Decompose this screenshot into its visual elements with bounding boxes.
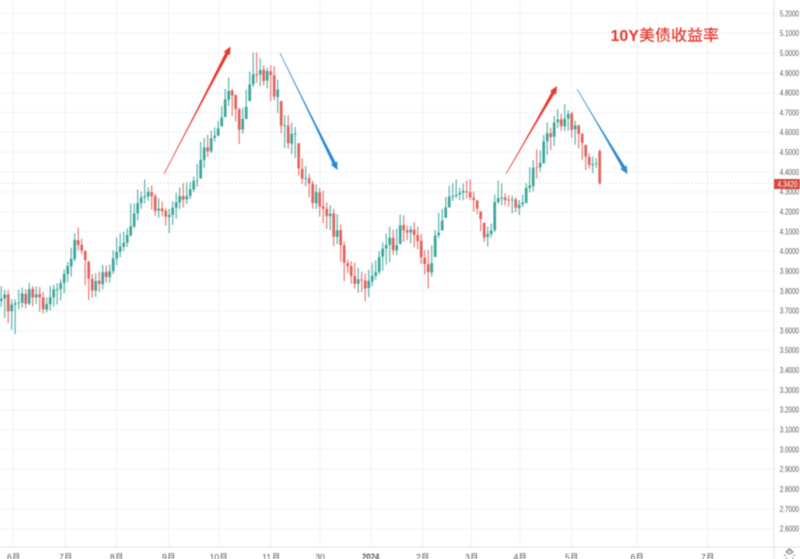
svg-text:3.2000: 3.2000 — [780, 405, 800, 415]
svg-text:2.9000: 2.9000 — [780, 464, 800, 474]
svg-text:2.8000: 2.8000 — [780, 484, 800, 494]
svg-text:3.4000: 3.4000 — [780, 365, 800, 375]
svg-text:7: 7 — [59, 552, 64, 559]
svg-text:4.1000: 4.1000 — [780, 226, 800, 236]
svg-text:7: 7 — [701, 552, 706, 559]
svg-text:4.6000: 4.6000 — [780, 127, 800, 137]
svg-text:4.3420: 4.3420 — [778, 180, 798, 189]
svg-text:4.0000: 4.0000 — [780, 246, 800, 256]
svg-text:4: 4 — [514, 552, 519, 559]
svg-text:2024: 2024 — [362, 552, 380, 559]
svg-text:6: 6 — [7, 552, 12, 559]
svg-text:11: 11 — [262, 552, 271, 559]
svg-text:4.8000: 4.8000 — [780, 88, 800, 98]
svg-text:2.7000: 2.7000 — [780, 504, 800, 514]
svg-text:4.9000: 4.9000 — [780, 68, 800, 78]
svg-text:3.5000: 3.5000 — [780, 345, 800, 355]
svg-text:8: 8 — [110, 552, 115, 559]
svg-text:4.2000: 4.2000 — [780, 207, 800, 217]
svg-text:3.9000: 3.9000 — [780, 266, 800, 276]
svg-text:9: 9 — [162, 552, 167, 559]
svg-text:4.4000: 4.4000 — [780, 167, 800, 177]
svg-text:2: 2 — [416, 552, 421, 559]
svg-text:3.7000: 3.7000 — [780, 306, 800, 316]
svg-text:3.6000: 3.6000 — [780, 325, 800, 335]
svg-text:3.1000: 3.1000 — [780, 425, 800, 435]
svg-text:10Y: 10Y — [611, 28, 640, 45]
svg-text:5.1000: 5.1000 — [780, 28, 800, 38]
svg-text:10: 10 — [210, 552, 220, 559]
svg-text:30: 30 — [315, 552, 325, 559]
svg-text:3: 3 — [465, 552, 470, 559]
svg-text:5.0000: 5.0000 — [780, 48, 800, 58]
svg-text:6: 6 — [631, 552, 636, 559]
svg-text:4.5000: 4.5000 — [780, 147, 800, 157]
svg-text:5: 5 — [565, 552, 570, 559]
svg-text:2.6000: 2.6000 — [780, 524, 800, 534]
svg-text:4.3000: 4.3000 — [780, 187, 800, 197]
svg-text:5.2000: 5.2000 — [780, 8, 800, 18]
svg-text:3.8000: 3.8000 — [780, 286, 800, 296]
svg-text:3.0000: 3.0000 — [780, 444, 800, 454]
svg-text:4.7000: 4.7000 — [780, 107, 800, 117]
svg-text:3.3000: 3.3000 — [780, 385, 800, 395]
